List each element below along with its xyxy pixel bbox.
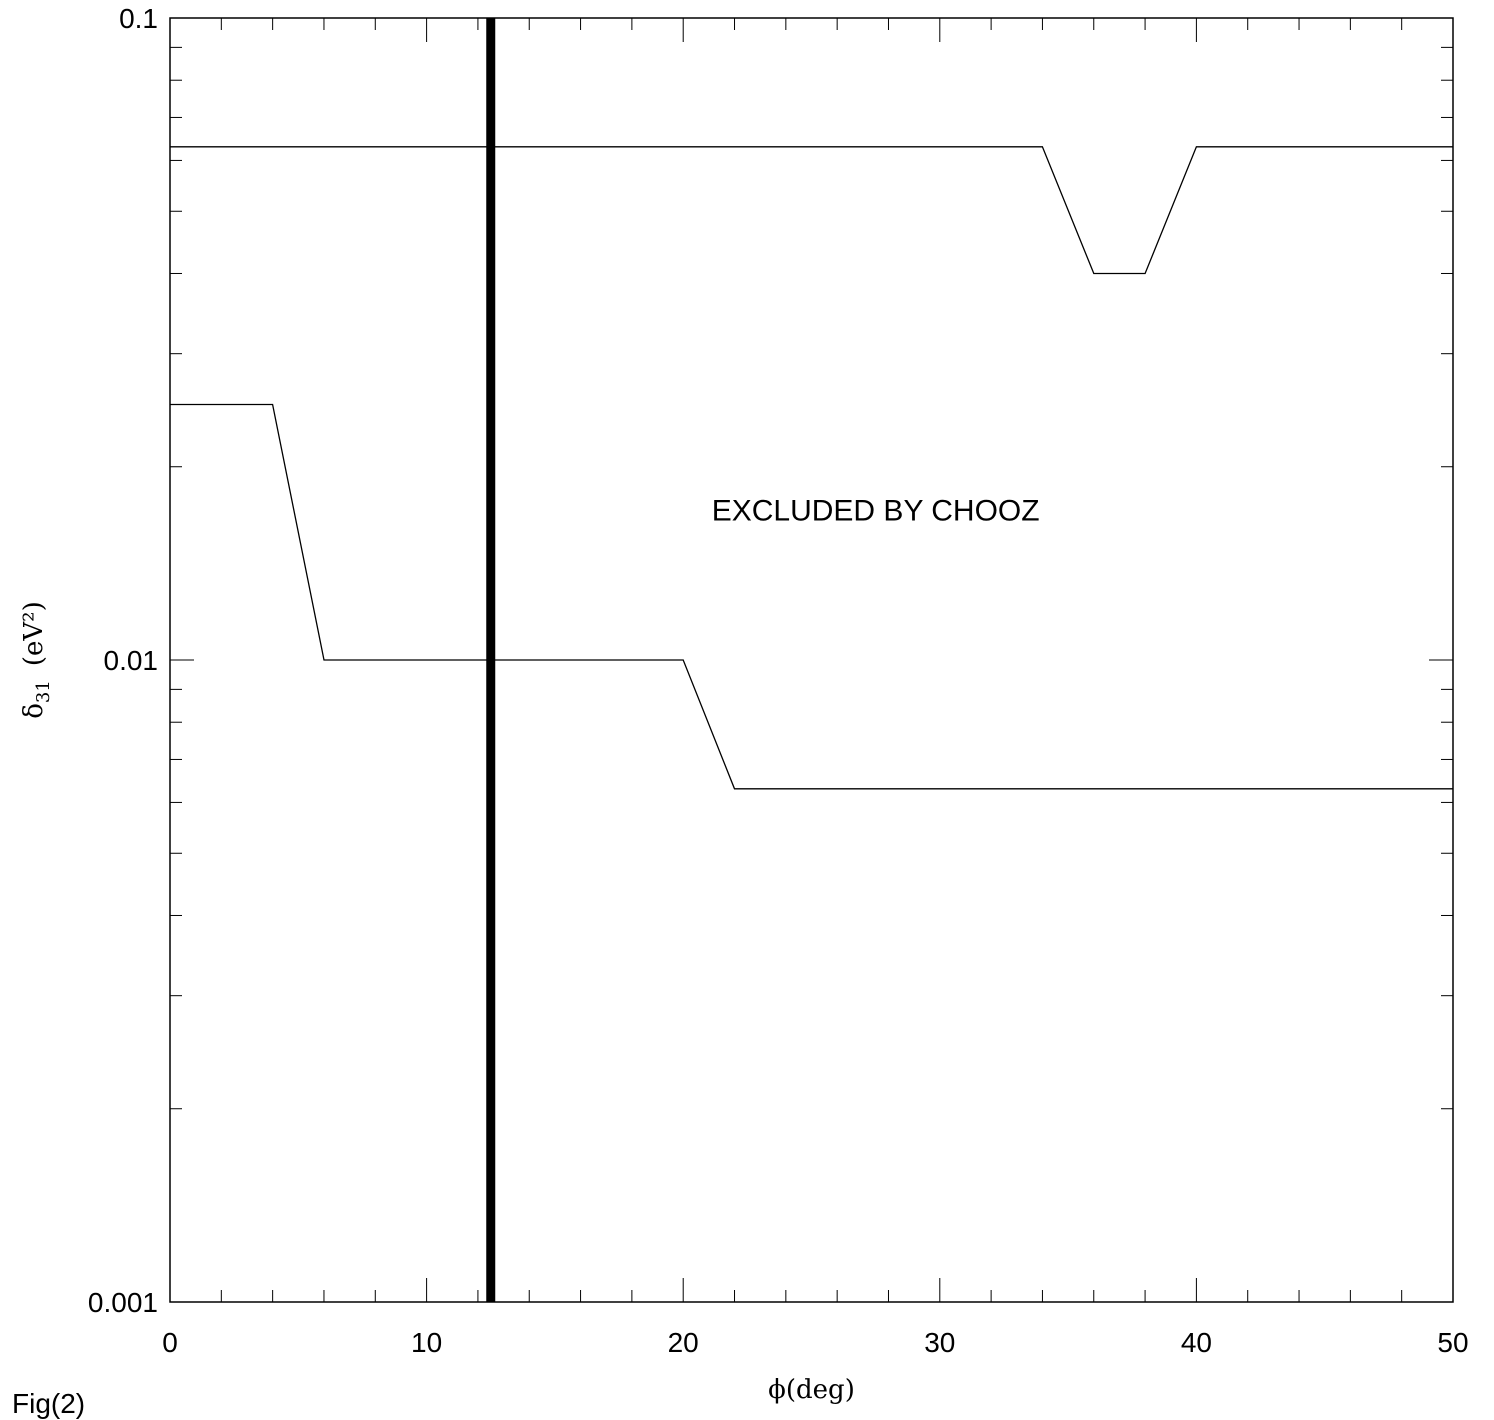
y-axis-label-subscript: 31	[33, 680, 54, 703]
y-tick-label: 0.01	[104, 645, 159, 676]
figure-label: Fig(2)	[12, 1388, 86, 1419]
x-tick-label: 20	[668, 1327, 699, 1358]
chart-annotation: EXCLUDED BY CHOOZ	[712, 494, 1040, 527]
y-axis-label-unit: (eV²)	[19, 601, 49, 666]
x-axis-label: ϕ(deg)	[768, 1375, 855, 1405]
y-tick-label: 0.001	[88, 1287, 158, 1318]
x-tick-label: 40	[1181, 1327, 1212, 1358]
axis-ticks	[169, 17, 1454, 1303]
series-line-1	[170, 146, 1453, 275]
series-line-2	[170, 403, 1453, 790]
x-tick-label: 0	[162, 1327, 178, 1358]
y-axis-label-symbol: δ	[19, 703, 49, 719]
series-group	[170, 146, 1453, 790]
x-tick-label: 30	[924, 1327, 955, 1358]
tick-labels: 0 10 20 30 40 50 0.001 0.01 0.1	[88, 3, 1469, 1358]
x-tick-label: 50	[1437, 1327, 1468, 1358]
x-tick-label: 10	[411, 1327, 442, 1358]
y-tick-label: 0.1	[119, 3, 158, 34]
y-axis-label: δ31 (eV²)	[19, 601, 54, 718]
